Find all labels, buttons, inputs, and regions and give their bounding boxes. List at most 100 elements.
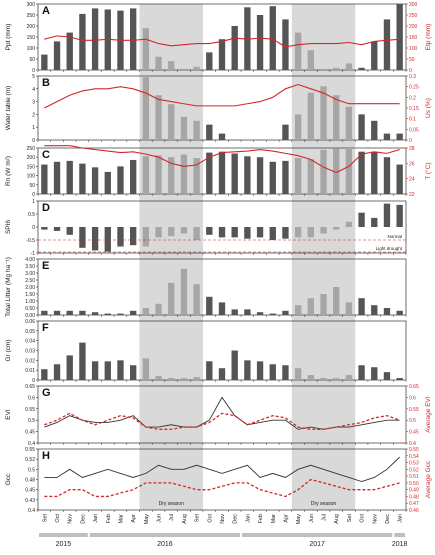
bar (396, 4, 402, 70)
bar (155, 155, 161, 194)
y-tick-label: 300 (27, 2, 36, 8)
bar (41, 311, 47, 315)
y2-tick-label: 0.49 (409, 488, 419, 494)
x-tick-label: Jun (309, 514, 315, 523)
x-tick-label: Feb (106, 514, 112, 523)
bar (130, 311, 136, 315)
y2-tick-label: 0.55 (409, 447, 419, 453)
x-tick-label: Oct (55, 514, 61, 523)
y2-tick-label: 0 (409, 138, 412, 144)
bar (67, 33, 73, 70)
bar (206, 227, 212, 235)
bar (333, 287, 339, 315)
y-tick-label: 50 (29, 57, 35, 63)
x-tick-label: Dec (385, 514, 391, 524)
bar (371, 218, 377, 227)
bar (92, 227, 98, 250)
y2-tick-label: 24 (409, 177, 415, 183)
bar (346, 63, 352, 70)
bar (384, 308, 390, 315)
y-tick-label: 0.52 (25, 457, 35, 463)
bar (282, 311, 288, 315)
x-tick-label: Set (195, 514, 201, 523)
bar (358, 114, 364, 140)
bar (117, 360, 123, 380)
x-tick-label: Jan (398, 514, 404, 523)
y2-axis-label: Etp (mm) (425, 24, 432, 51)
bar (181, 69, 187, 70)
y2-tick-label: 0.5 (409, 418, 416, 424)
x-tick-label: Oct (207, 514, 213, 523)
y2-tick-label: 300 (409, 2, 418, 8)
y-tick-label: 200 (27, 155, 36, 161)
bar (54, 311, 60, 315)
bar (193, 377, 199, 380)
bar (270, 314, 276, 315)
y2-tick-label: 0.2 (409, 95, 416, 101)
y2-tick-label: 100 (409, 46, 418, 52)
x-tick-label: Nov (220, 514, 226, 524)
y2-tick-label: 0.52 (409, 467, 419, 473)
bar (308, 227, 314, 237)
y2-axis-label: Average EVI (425, 396, 432, 433)
x-tick-label: May (296, 514, 302, 525)
bar (346, 302, 352, 315)
bar (282, 161, 288, 194)
y-axis-label: Gcc (5, 473, 12, 485)
bar (282, 19, 288, 70)
y-tick-label: 0.05 (25, 329, 35, 335)
bar (270, 162, 276, 194)
y-tick-label: 2.50 (25, 278, 35, 284)
year-bar (394, 533, 405, 537)
bar (308, 298, 314, 315)
y2-tick-label: 0.05 (409, 127, 419, 133)
y-tick-label: 4.00 (25, 257, 35, 263)
panel-letter: E (42, 260, 49, 272)
bar (54, 364, 60, 380)
y2-axis-label: Us (%) (425, 98, 432, 118)
bar (396, 205, 402, 227)
panel-letter: A (42, 5, 50, 17)
bar (143, 227, 149, 247)
y-tick-label: 1 (32, 125, 35, 131)
y-tick-label: 250 (27, 13, 36, 19)
bar (333, 227, 339, 230)
bar (92, 167, 98, 194)
y-tick-label: 50 (29, 183, 35, 189)
bar (130, 160, 136, 194)
bar (92, 312, 98, 315)
bar (308, 159, 314, 194)
bar (79, 164, 85, 194)
dry-season-label: Dry season (311, 501, 337, 507)
y2-tick-label: 26 (409, 161, 415, 167)
y-tick-label: 0.01 (25, 368, 35, 374)
bar (155, 95, 161, 140)
bar (396, 134, 402, 140)
panel-letter: F (42, 322, 49, 334)
x-tick-label: Dec (233, 514, 239, 524)
y2-tick-label: 28 (409, 146, 415, 152)
bar (130, 8, 136, 70)
y-axis-label: Water table (m) (5, 86, 12, 131)
bar (105, 227, 111, 252)
bar (155, 227, 161, 237)
y-tick-label: 0.48 (25, 478, 35, 484)
year-bar (90, 533, 240, 537)
bar (333, 68, 339, 70)
bar (193, 284, 199, 315)
y2-tick-label: 150 (409, 35, 418, 41)
y-tick-label: 1 (32, 199, 35, 205)
x-tick-label: Oct (360, 514, 366, 523)
bar (295, 305, 301, 315)
x-tick-label: Aug (334, 514, 340, 524)
bar (67, 355, 73, 380)
bar (206, 361, 212, 380)
bar (181, 269, 187, 315)
y-tick-label: 150 (27, 35, 36, 41)
panel-letter: D (42, 202, 50, 214)
bar (295, 114, 301, 140)
bar (346, 107, 352, 140)
bar (168, 378, 174, 380)
bar (320, 150, 326, 194)
